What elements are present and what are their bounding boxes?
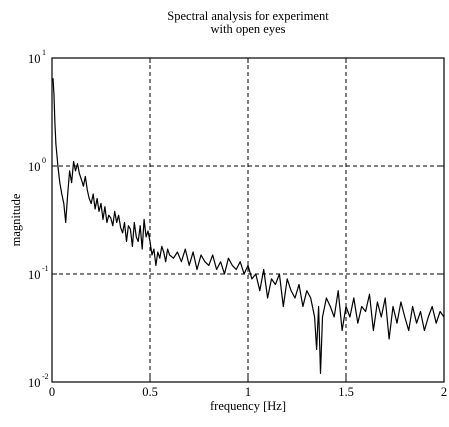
- y-tick-label-0: 10: [28, 52, 41, 66]
- y-tick-exp-0: 1: [42, 48, 46, 57]
- y-tick-base-1: 10: [28, 160, 41, 174]
- grid-lines: [52, 58, 444, 382]
- x-tick-label-3: 1.5: [338, 385, 354, 399]
- chart-title-line-2: with open eyes: [211, 22, 286, 36]
- y-tick-base-3: 10: [28, 376, 41, 390]
- y-tick-label-3: 10: [28, 376, 41, 390]
- x-tick-label-1: 0.5: [142, 385, 158, 399]
- y-tick-label-1: 10: [28, 160, 41, 174]
- x-axis-label: frequency [Hz]: [210, 399, 286, 413]
- x-tick-label-0: 0: [49, 385, 55, 399]
- y-axis-label: magnitude: [9, 193, 23, 246]
- y-tick-base-0: 10: [28, 52, 41, 66]
- y-tick-label-2: 10: [28, 268, 41, 282]
- y-tick-base-2: 10: [28, 268, 41, 282]
- series-line: [52, 78, 445, 374]
- x-tick-label-4: 2: [441, 385, 447, 399]
- y-tick-exp-2: -1: [42, 264, 49, 273]
- x-tick-label-2: 1: [245, 385, 251, 399]
- x-axis-ticks: 0 0.5 1 1.5 2: [49, 58, 447, 399]
- chart-title-line-1: Spectral analysis for experiment: [167, 9, 329, 23]
- y-tick-exp-1: 0: [42, 156, 46, 165]
- y-tick-exp-3: -2: [42, 372, 49, 381]
